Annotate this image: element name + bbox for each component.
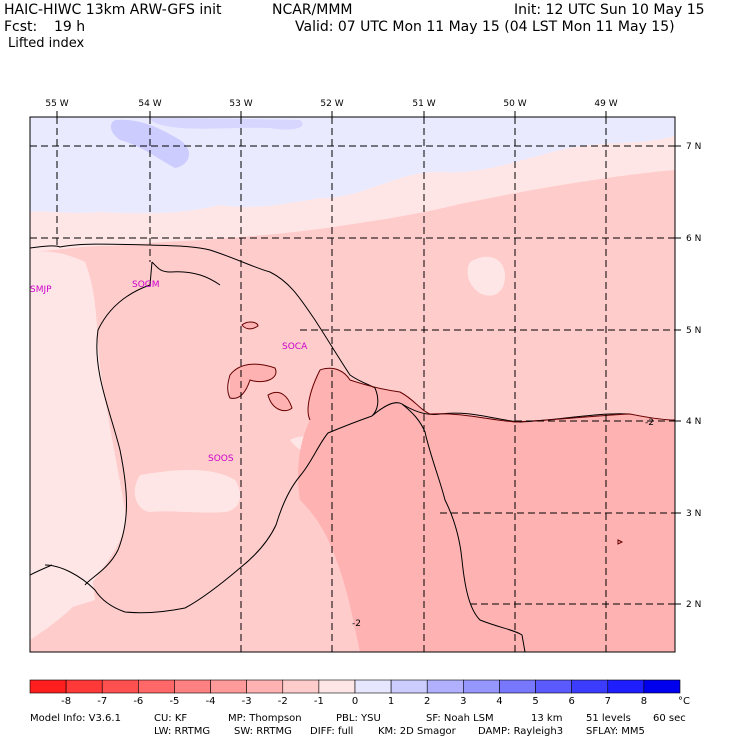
organization-label: NCAR/MMM xyxy=(272,2,353,18)
colorbar-label: 6 xyxy=(568,696,574,707)
colorbar-label: 1 xyxy=(388,696,394,707)
forecast-label: Fcst: xyxy=(4,19,38,35)
lat-label: 6 N xyxy=(686,234,701,244)
coastlines-and-borders xyxy=(30,243,631,652)
footer-model-info: Model Info: V3.6.1 xyxy=(30,713,121,724)
footer-timestep: 60 sec xyxy=(653,713,686,724)
latitude-labels: 7 N 6 N 5 N 4 N 3 N 2 N xyxy=(686,142,701,610)
colorbar-swatch xyxy=(210,679,247,694)
map-frame xyxy=(29,116,676,653)
colorbar-label: 4 xyxy=(496,696,502,707)
footer-resolution: 13 km xyxy=(531,713,563,724)
colorbar-swatch xyxy=(535,679,572,694)
lon-label: 53 W xyxy=(229,99,252,109)
colorbar-label: -7 xyxy=(97,696,107,707)
colorbar-unit: °C xyxy=(678,696,690,707)
model-title: HAIC-HIWC 13km ARW-GFS init xyxy=(4,2,222,18)
colorbar-swatch xyxy=(571,679,609,694)
colorbar-swatch xyxy=(174,679,211,694)
lat-label: 7 N xyxy=(686,142,701,152)
colorbar-swatch xyxy=(318,679,356,694)
footer-pbl: PBL: YSU xyxy=(336,713,381,724)
footer-sflay: SFLAY: MM5 xyxy=(586,726,645,737)
lat-label: 3 N xyxy=(686,509,701,519)
colorbar-label: 5 xyxy=(532,696,538,707)
colorbar: -8 -7 -6 -5 -4 -3 -2 -1 0 1 2 3 4 5 6 7 8 °C xyxy=(29,679,690,707)
colorbar-label: -5 xyxy=(169,696,179,707)
lat-lon-grid xyxy=(30,117,675,652)
footer-lw: LW: RRTMG xyxy=(154,726,211,737)
init-time: Init: 12 UTC Sun 10 May 15 xyxy=(514,2,705,18)
shaded-field xyxy=(30,117,675,652)
colorbar-label: -8 xyxy=(61,696,71,707)
footer-damp: DAMP: Rayleigh3 xyxy=(478,726,564,737)
lon-label: 52 W xyxy=(320,99,343,109)
lat-label: 5 N xyxy=(686,326,701,336)
colorbar-label: -4 xyxy=(206,696,216,707)
colorbar-label: -6 xyxy=(133,696,143,707)
colorbar-label: -1 xyxy=(314,696,324,707)
colorbar-swatch xyxy=(643,679,681,694)
footer-km: KM: 2D Smagor xyxy=(378,726,456,737)
contour-label: -2 xyxy=(645,418,654,428)
colorbar-label: 8 xyxy=(641,696,647,707)
contour-label: -2 xyxy=(352,619,361,629)
colorbar-swatch xyxy=(463,679,500,694)
footer-levels: 51 levels xyxy=(586,713,631,724)
colorbar-swatch xyxy=(29,679,67,694)
station-label: SOOS xyxy=(208,454,234,464)
colorbar-label: 2 xyxy=(424,696,430,707)
lat-label: 4 N xyxy=(686,417,701,427)
lon-label: 51 W xyxy=(412,99,435,109)
field-name: Lifted index xyxy=(8,36,85,51)
colorbar-label: -2 xyxy=(278,696,288,707)
station-label: SOCA xyxy=(282,342,308,352)
colorbar-swatch xyxy=(138,679,175,694)
lon-label: 54 W xyxy=(138,99,161,109)
colorbar-label: -3 xyxy=(242,696,252,707)
colorbar-swatch xyxy=(65,679,103,694)
forecast-hours: 19 h xyxy=(54,19,86,35)
contour-value-labels: -2 -2 xyxy=(352,418,654,629)
station-labels: SMJP SOGM SOCA SOOS xyxy=(30,280,308,464)
colorbar-label: 0 xyxy=(352,696,358,707)
lat-label: 2 N xyxy=(686,600,701,610)
contour-lines xyxy=(227,321,675,545)
axis-ticks xyxy=(56,111,681,605)
colorbar-swatch xyxy=(354,679,392,694)
valid-time: Valid: 07 UTC Mon 11 May 15 (04 LST Mon … xyxy=(295,19,675,35)
longitude-labels: 55 W 54 W 53 W 52 W 51 W 50 W 49 W xyxy=(45,99,617,109)
lon-label: 50 W xyxy=(503,99,526,109)
footer-cu: CU: KF xyxy=(154,713,188,724)
colorbar-swatch xyxy=(246,679,284,694)
lon-label: 49 W xyxy=(594,99,617,109)
colorbar-swatch xyxy=(101,679,139,694)
footer-sw: SW: RRTMG xyxy=(234,726,292,737)
colorbar-swatch xyxy=(390,679,428,694)
colorbar-label: 3 xyxy=(460,696,466,707)
station-label: SOGM xyxy=(132,280,160,290)
lon-label: 55 W xyxy=(45,99,68,109)
footer-mp: MP: Thompson xyxy=(228,713,302,724)
footer-diff: DIFF: full xyxy=(310,726,354,737)
colorbar-swatch xyxy=(426,679,464,694)
station-label: SMJP xyxy=(30,285,52,295)
colorbar-swatch xyxy=(607,679,645,694)
colorbar-swatch xyxy=(282,679,320,694)
colorbar-swatch xyxy=(499,679,536,694)
footer-sf: SF: Noah LSM xyxy=(426,713,494,724)
colorbar-label: 7 xyxy=(605,696,611,707)
